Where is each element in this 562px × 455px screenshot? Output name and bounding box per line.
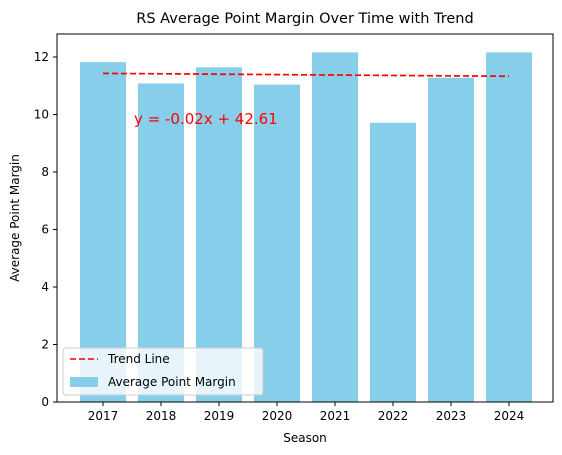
trend-line-group — [102, 72, 510, 78]
bar-group — [80, 52, 532, 403]
x-axis: 2017 2018 2019 2020 2021 2022 2023 2024 — [88, 402, 525, 423]
bar — [428, 77, 474, 402]
legend: Trend Line Average Point Margin — [62, 347, 264, 396]
y-tick-label: 10 — [34, 108, 49, 122]
x-tick-label: 2017 — [88, 409, 119, 423]
trend-equation: y = -0.02x + 42.61 — [134, 110, 278, 128]
trend-line — [102, 72, 510, 78]
legend-box — [62, 347, 264, 396]
x-tick-label: 2022 — [378, 409, 409, 423]
x-tick-label: 2024 — [494, 409, 525, 423]
legend-bar-label: Average Point Margin — [108, 375, 236, 389]
bar — [370, 122, 416, 403]
x-tick-label: 2023 — [436, 409, 467, 423]
legend-trend-label: Trend Line — [107, 352, 170, 366]
bar — [486, 52, 532, 403]
chart-title: RS Average Point Margin Over Time with T… — [136, 11, 473, 27]
y-tick-label: 2 — [41, 338, 49, 352]
y-tick-label: 12 — [34, 50, 49, 64]
y-tick-label: 6 — [41, 223, 49, 237]
y-tick-label: 4 — [41, 280, 49, 294]
x-axis-label: Season — [283, 431, 327, 445]
legend-bar-swatch — [70, 377, 98, 387]
y-tick-label: 0 — [41, 395, 49, 409]
x-tick-label: 2018 — [146, 409, 177, 423]
plot-frame — [56, 33, 554, 403]
bar — [80, 62, 126, 403]
y-axis: 0 2 4 6 8 10 12 — [34, 50, 57, 409]
bar — [196, 67, 242, 402]
x-tick-label: 2019 — [204, 409, 235, 423]
bar — [312, 52, 358, 403]
x-tick-label: 2021 — [320, 409, 351, 423]
y-tick-label: 8 — [41, 165, 49, 179]
x-tick-label: 2020 — [262, 409, 293, 423]
y-axis-label: Average Point Margin — [8, 154, 22, 282]
